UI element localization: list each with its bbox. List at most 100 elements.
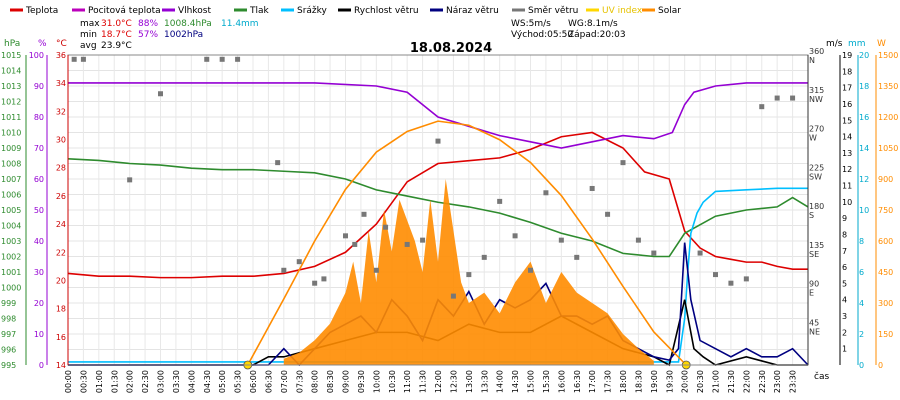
tick-label-x: 14:30 xyxy=(511,370,520,393)
tick-label-hpa: 1002 xyxy=(1,253,21,262)
tick-label-pct: 60 xyxy=(34,175,44,184)
solar-measured-area xyxy=(283,179,654,365)
tick-label-w: 450 xyxy=(878,268,893,277)
wind-direction-point xyxy=(383,224,389,230)
tick-label-temp: 14 xyxy=(56,361,66,370)
plot-area xyxy=(67,54,809,370)
tick-label-temp: 30 xyxy=(56,136,66,145)
legend-label: Tlak xyxy=(249,6,270,16)
legend-label: Náraz větru xyxy=(446,6,499,16)
wind-direction-point xyxy=(127,177,133,183)
wind-direction-point xyxy=(790,95,796,101)
tick-label-dir: 315 xyxy=(809,86,824,95)
tick-label-dir-compass: NW xyxy=(809,95,823,104)
tick-label-temp: 18 xyxy=(56,305,66,314)
tick-label-pct: 20 xyxy=(34,299,44,308)
tick-label-x: 22:30 xyxy=(758,370,767,393)
tick-label-x: 10:00 xyxy=(372,370,381,393)
tick-label-x: 19:30 xyxy=(665,370,674,393)
tick-label-x: 10:30 xyxy=(388,370,397,393)
tick-label-x: 15:30 xyxy=(542,370,551,393)
tick-label-mm: 10 xyxy=(859,206,869,215)
tick-label-x: 16:30 xyxy=(573,370,582,393)
series-line-solar xyxy=(247,120,687,366)
tick-label-x: 14:00 xyxy=(496,370,505,393)
wind-direction-point xyxy=(80,56,86,62)
wind-direction-point xyxy=(158,91,163,97)
chart-title: 18.08.2024 xyxy=(410,41,492,56)
tick-label-ms: 8 xyxy=(842,230,847,239)
tick-label-ms: 15 xyxy=(842,116,852,125)
tick-label-ms: 6 xyxy=(842,263,847,272)
tick-label-x: 01:00 xyxy=(95,370,104,393)
axis-title-ms: m/s xyxy=(826,39,843,49)
stat-avg-label: avg xyxy=(80,41,97,51)
stat-wg: WG:8.1m/s xyxy=(568,19,618,29)
legend-label: Teplota xyxy=(25,6,58,16)
tick-label-ms: 7 xyxy=(842,247,847,256)
tick-label-hpa: 1001 xyxy=(1,268,21,277)
wind-direction-point xyxy=(697,250,703,256)
wind-direction-point xyxy=(728,280,734,286)
legend-label: Směr větru xyxy=(528,6,578,16)
tick-label-ms: 11 xyxy=(842,182,852,191)
tick-label-x: 04:30 xyxy=(203,370,212,393)
tick-label-x: 05:00 xyxy=(218,370,227,393)
tick-label-x: 18:30 xyxy=(634,370,643,393)
wind-direction-point xyxy=(558,237,564,243)
tick-label-temp: 28 xyxy=(56,164,66,173)
stats-block: max 31.0°C 88% 1008.4hPa 11.4mm min 18.7°C 57% 1… xyxy=(80,19,626,51)
tick-label-dir-compass: S xyxy=(809,211,814,220)
tick-label-x: 18:00 xyxy=(619,370,628,393)
tick-label-w: 1200 xyxy=(878,113,898,122)
tick-label-dir: 135 xyxy=(809,241,824,250)
tick-label-pct: 80 xyxy=(34,113,44,122)
tick-label-x: 03:30 xyxy=(172,370,181,393)
tick-label-hpa: 999 xyxy=(1,299,16,308)
tick-label-temp: 20 xyxy=(56,276,66,285)
tick-label-dir: 225 xyxy=(809,163,824,172)
wind-direction-point xyxy=(281,267,287,273)
wind-direction-point xyxy=(404,241,410,247)
stat-max-label: max xyxy=(80,19,100,29)
tick-label-dir-compass: W xyxy=(809,134,817,143)
wind-direction-point xyxy=(321,276,327,282)
tick-label-hpa: 1005 xyxy=(1,206,21,215)
tick-label-x: 08:30 xyxy=(326,370,335,393)
legend-label: Pocitová teplota xyxy=(88,6,161,16)
wind-direction-point xyxy=(373,267,379,273)
tick-label-mm: 20 xyxy=(859,51,869,60)
tick-label-ms: 14 xyxy=(842,133,852,142)
legend: Teplota Pocitová teplota Vlhkost Tlak Srážky… xyxy=(10,6,681,16)
tick-label-hpa: 998 xyxy=(1,315,16,324)
tick-label-x: 03:00 xyxy=(157,370,166,393)
stat-max-temp: 31.0°C xyxy=(101,19,132,29)
stat-max-hum: 88% xyxy=(138,19,158,29)
tick-label-dir-compass: NE xyxy=(809,327,820,336)
wind-direction-point xyxy=(204,56,210,62)
tick-label-mm: 6 xyxy=(859,268,864,277)
stat-min-temp: 18.7°C xyxy=(101,30,132,40)
series-line-teplota xyxy=(67,131,808,279)
tick-label-hpa: 1011 xyxy=(1,113,21,122)
tick-label-dir: 270 xyxy=(809,125,824,134)
axis-title-temp: °C xyxy=(56,39,67,49)
tick-label-x: 13:30 xyxy=(480,370,489,393)
wind-direction-point xyxy=(361,211,367,217)
tick-label-hpa: 1012 xyxy=(1,98,21,107)
axis-title-w: W xyxy=(877,39,886,49)
tick-label-pct: 90 xyxy=(34,82,44,91)
tick-label-dir: 180 xyxy=(809,202,824,211)
tick-label-hpa: 1000 xyxy=(1,284,21,293)
tick-label-pct: 30 xyxy=(34,268,44,277)
wind-direction-point xyxy=(528,267,533,273)
tick-label-x: 16:00 xyxy=(557,370,566,393)
axis-title-pct: % xyxy=(38,39,47,49)
tick-label-pct: 70 xyxy=(34,144,44,153)
tick-label-mm: 2 xyxy=(859,330,864,339)
axis-title-mm: mm xyxy=(848,39,866,49)
wind-direction-point xyxy=(450,293,456,299)
tick-label-x: 07:30 xyxy=(295,370,304,393)
tick-label-x: 13:00 xyxy=(465,370,474,393)
